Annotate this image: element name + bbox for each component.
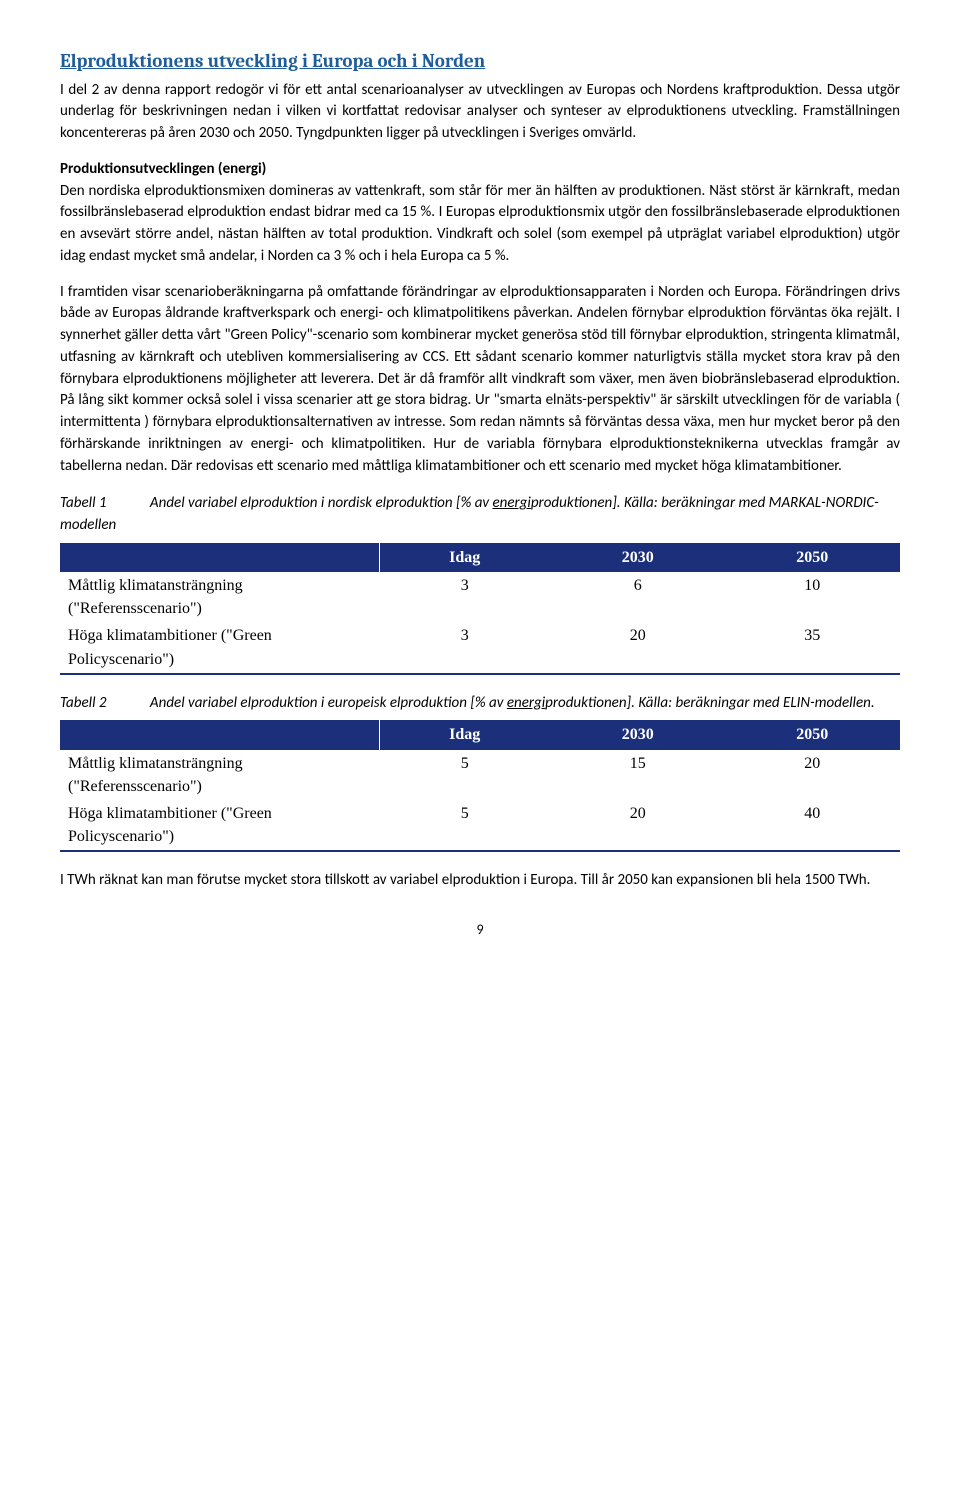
table1-col0: [60, 543, 379, 572]
table1-row0-v0: 3: [379, 572, 550, 622]
subheading-production: Produktionsutvecklingen (energi): [60, 159, 900, 181]
table1-col3: 2050: [725, 543, 900, 572]
page-number: 9: [60, 920, 900, 940]
table2-caption: Tabell 2 Andel variabel elproduktion i e…: [60, 693, 900, 715]
table2: Idag 2030 2050 Måttlig klimatansträngnin…: [60, 720, 900, 852]
table2-caption-before: Andel variabel elproduktion i europeisk …: [150, 694, 507, 712]
table1-row0-label: Måttlig klimatansträngning ("Referenssce…: [60, 572, 379, 622]
table1-col1: Idag: [379, 543, 550, 572]
table2-col0: [60, 720, 379, 749]
table1-row1-label: Höga klimatambitioner ("Green Policyscen…: [60, 622, 379, 673]
table2-row1-label: Höga klimatambitioner ("Green Policyscen…: [60, 800, 379, 851]
table2-row1-v0: 5: [379, 800, 550, 851]
table-row: Måttlig klimatansträngning ("Referenssce…: [60, 572, 900, 622]
table2-row0-v2: 20: [725, 750, 900, 800]
table2-col1: Idag: [379, 720, 550, 749]
table2-row0-label: Måttlig klimatansträngning ("Referenssce…: [60, 750, 379, 800]
table2-row1-v1: 20: [550, 800, 725, 851]
table1-caption: Tabell 1 Andel variabel elproduktion i n…: [60, 493, 900, 537]
table2-col3: 2050: [725, 720, 900, 749]
table-row: Höga klimatambitioner ("Green Policyscen…: [60, 800, 900, 851]
table1-caption-underlined: energi: [493, 494, 531, 512]
table2-caption-after: produktionen]. Källa: beräkningar med EL…: [545, 694, 874, 712]
table1-row0-v2: 10: [725, 572, 900, 622]
paragraph-3: I framtiden visar scenarioberäkningarna …: [60, 282, 900, 478]
table1-row1-v2: 35: [725, 622, 900, 673]
table2-caption-underlined: energi: [507, 694, 545, 712]
table-row: Måttlig klimatansträngning ("Referenssce…: [60, 750, 900, 800]
table1-row1-v1: 20: [550, 622, 725, 673]
table2-row0-v1: 15: [550, 750, 725, 800]
table-row: Höga klimatambitioner ("Green Policyscen…: [60, 622, 900, 673]
table2-col2: 2030: [550, 720, 725, 749]
table2-row1-v2: 40: [725, 800, 900, 851]
table1-label: Tabell 1: [60, 494, 107, 512]
table2-header-row: Idag 2030 2050: [60, 720, 900, 749]
paragraph-1: I del 2 av denna rapport redogör vi för …: [60, 80, 900, 145]
table2-row0-v0: 5: [379, 750, 550, 800]
table1: Idag 2030 2050 Måttlig klimatansträngnin…: [60, 543, 900, 675]
paragraph-4: I TWh räknat kan man förutse mycket stor…: [60, 870, 900, 892]
paragraph-2: Den nordiska elproduktionsmixen dominera…: [60, 181, 900, 268]
table2-label: Tabell 2: [60, 694, 107, 712]
table1-header-row: Idag 2030 2050: [60, 543, 900, 572]
table1-col2: 2030: [550, 543, 725, 572]
section-title: Elproduktionens utveckling i Europa och …: [60, 48, 900, 76]
table1-row0-v1: 6: [550, 572, 725, 622]
table1-caption-before: Andel variabel elproduktion i nordisk el…: [150, 494, 493, 512]
table1-row1-v0: 3: [379, 622, 550, 673]
